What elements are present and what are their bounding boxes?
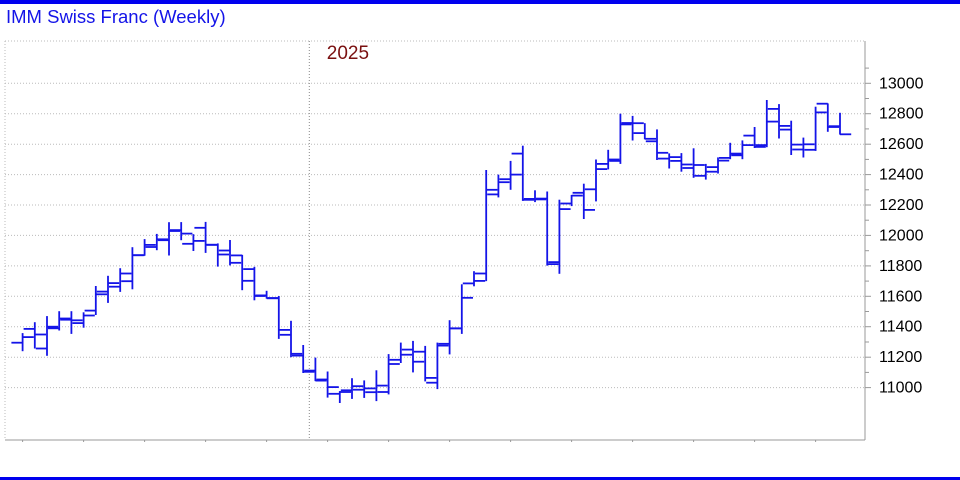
svg-text:11800: 11800 bbox=[879, 258, 922, 275]
svg-text:12600: 12600 bbox=[879, 136, 924, 153]
svg-text:11200: 11200 bbox=[879, 349, 922, 366]
svg-text:11000: 11000 bbox=[879, 380, 922, 397]
svg-text:11600: 11600 bbox=[879, 288, 922, 305]
svg-text:12200: 12200 bbox=[879, 197, 924, 214]
svg-text:13000: 13000 bbox=[879, 75, 924, 92]
svg-text:2025: 2025 bbox=[327, 43, 369, 64]
svg-text:12000: 12000 bbox=[879, 227, 924, 244]
svg-text:11400: 11400 bbox=[879, 319, 922, 336]
svg-text:12800: 12800 bbox=[879, 106, 924, 123]
svg-text:12400: 12400 bbox=[879, 167, 924, 184]
